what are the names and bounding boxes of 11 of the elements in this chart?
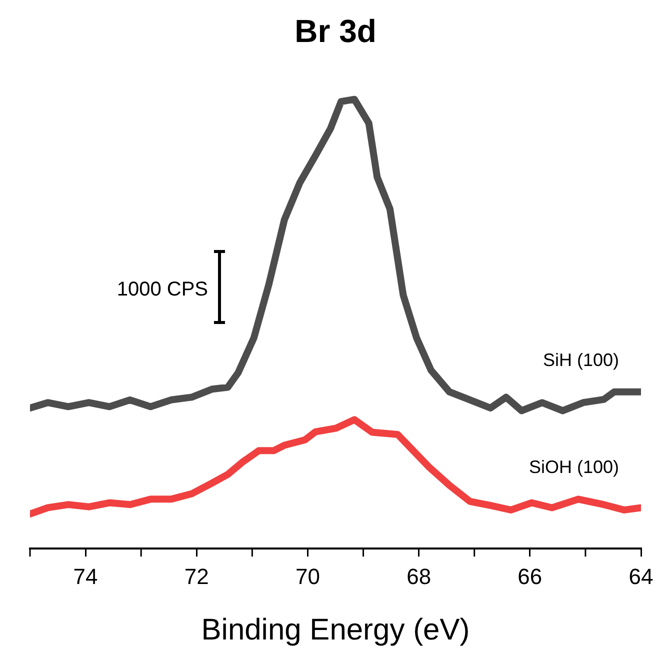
x-axis-title: Binding Energy (eV) [201,613,470,646]
x-tick-label: 70 [295,564,320,589]
chart-title: Br 3d [294,13,376,50]
x-tick-label: 72 [184,564,209,589]
x-tick-label: 64 [628,564,654,589]
series-label: SiOH (100) [528,457,619,478]
annotation: 1000 CPS [116,278,208,301]
series-label: SiH (100) [542,350,619,370]
x-tick-label: 74 [73,564,98,589]
x-tick-label: 68 [406,564,432,589]
x-tick-label: 66 [518,564,542,589]
